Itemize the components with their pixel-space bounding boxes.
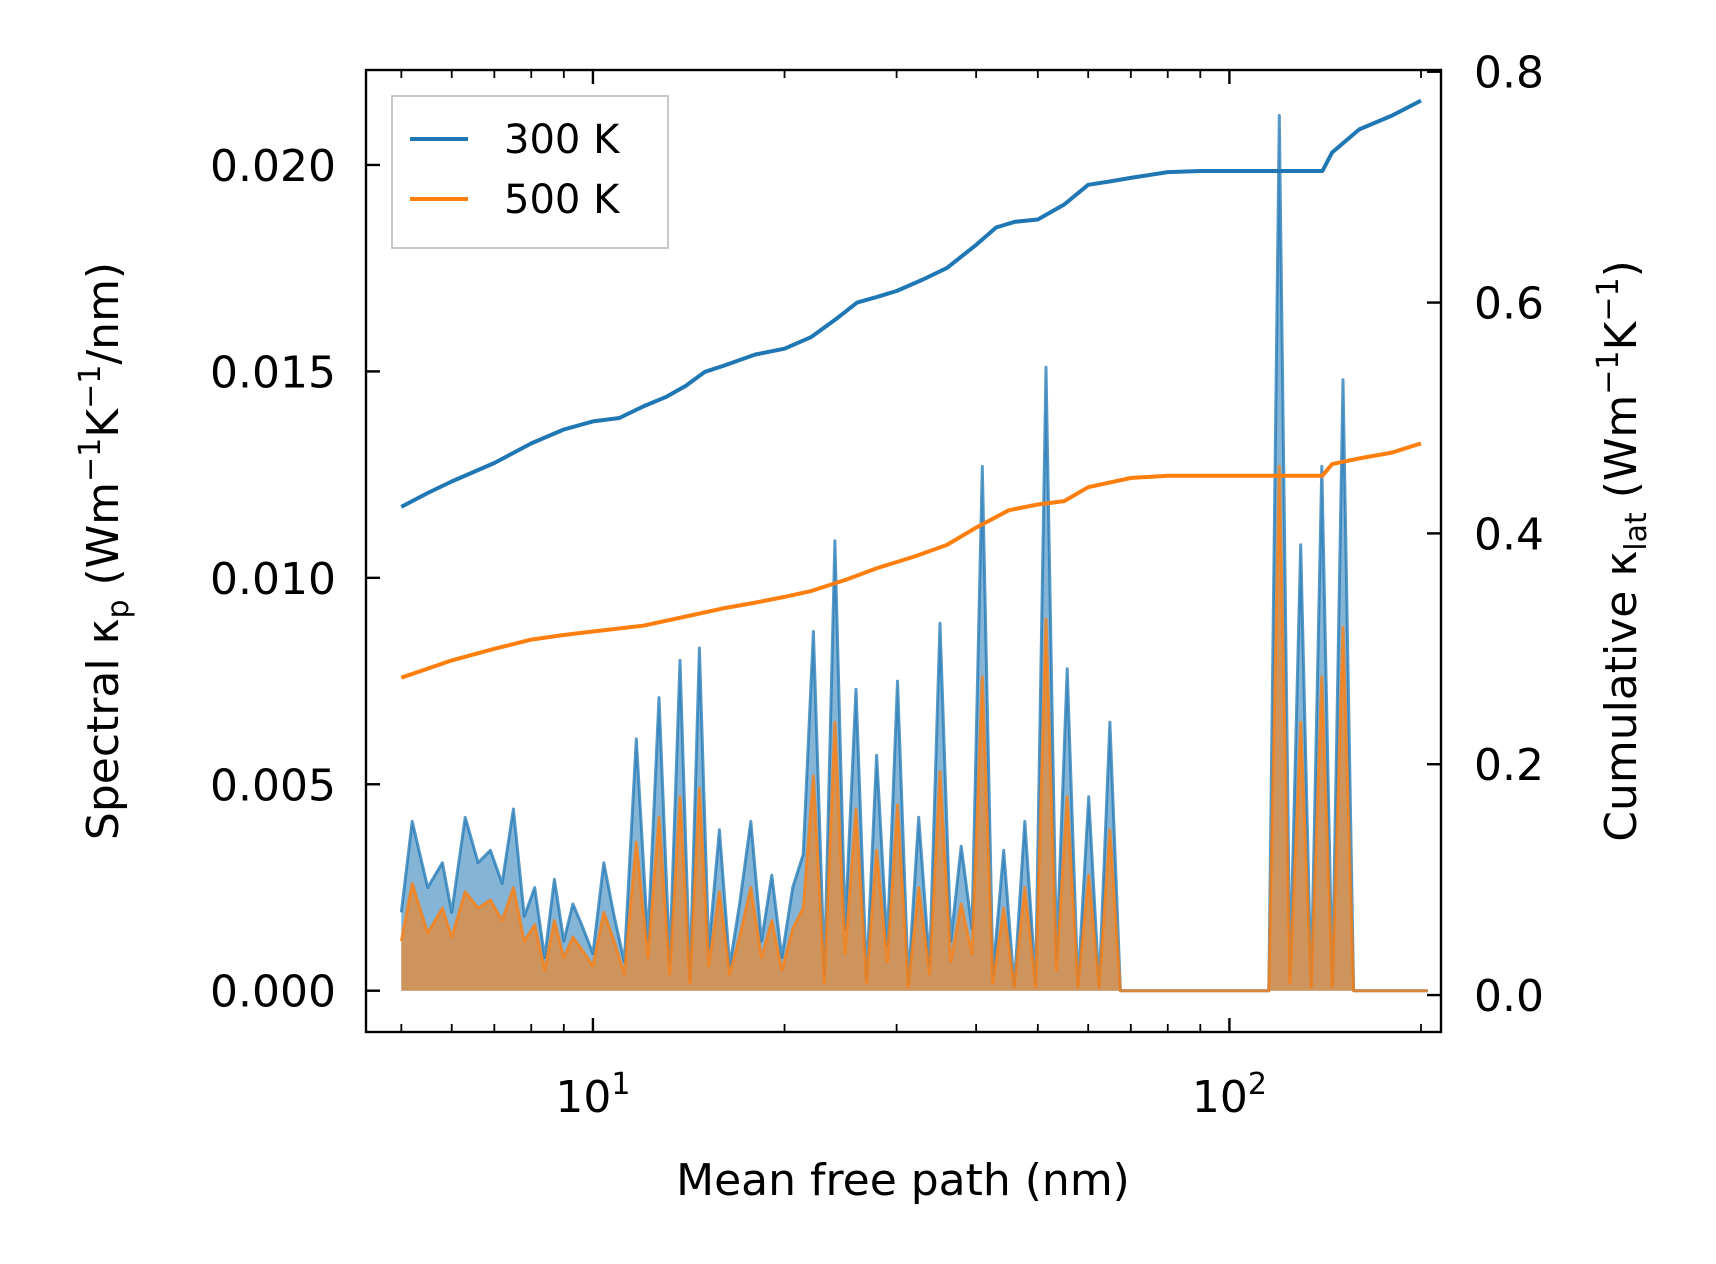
x-tick-label: 101 [555,1067,630,1123]
y-axis-title-right: Cumulative κlat (Wm−1K−1) [1591,260,1654,842]
y-left-tick-label: 0.005 [210,760,336,811]
plot-frame [364,68,1443,1034]
legend-box [391,95,669,249]
y-left-tick-label: 0.015 [210,347,336,398]
plot-area [399,98,1428,993]
y-right-tick-label: 0.2 [1474,740,1544,791]
x-tick-label: 102 [1192,1067,1267,1123]
spectral-area-500k [401,466,1428,991]
cumulative-line-300k [400,98,1422,509]
y-axis-title-left: Spectral κp (Wm−1K−1/nm) [73,262,136,840]
y-left-tick-label: 0.010 [210,554,336,605]
legend: 300 K 500 K [391,95,669,249]
cumulative-line-500k [400,441,1422,680]
y-right-tick-label: 0.6 [1474,279,1544,330]
x-axis-title: Mean free path (nm) [676,1155,1130,1206]
y-right-tick-label: 0.8 [1474,48,1544,99]
legend-label-500k: 500 K [504,177,621,223]
legend-label-300k: 300 K [504,117,621,163]
y-left-tick-label: 0.020 [210,141,336,192]
y-left-tick-label: 0.000 [210,967,336,1018]
spectral-area-300k [401,115,1428,991]
y-right-tick-label: 0.4 [1474,509,1544,560]
y-right-tick-label: 0.0 [1474,971,1544,1022]
spectral-line-500k [399,464,1428,993]
axes-ticks: 101 102 0.000 0.005 0.010 0.015 0.020 0.0 0.2 0.4… [210,48,1544,1123]
